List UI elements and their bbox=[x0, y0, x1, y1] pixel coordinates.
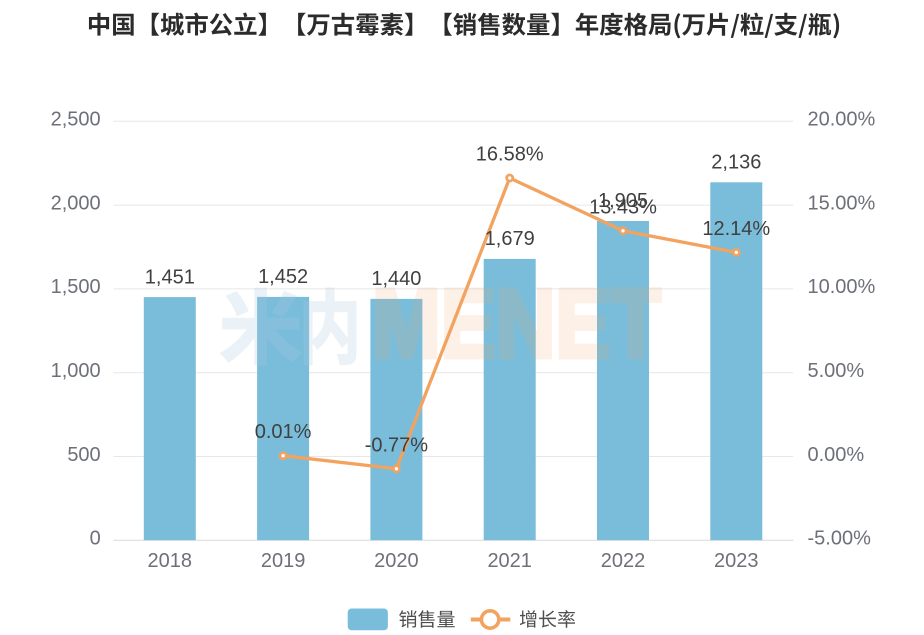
svg-text:16.58%: 16.58% bbox=[476, 144, 544, 166]
svg-text:15.00%: 15.00% bbox=[808, 192, 876, 214]
svg-text:1,500: 1,500 bbox=[51, 276, 101, 298]
svg-text:MENET: MENET bbox=[372, 270, 661, 379]
svg-text:0: 0 bbox=[90, 528, 101, 550]
svg-text:2023: 2023 bbox=[714, 550, 759, 572]
svg-text:1,905: 1,905 bbox=[598, 190, 648, 212]
svg-text:1,440: 1,440 bbox=[371, 268, 421, 290]
svg-text:2,500: 2,500 bbox=[51, 109, 101, 131]
svg-text:2,000: 2,000 bbox=[51, 192, 101, 214]
svg-text:-0.77%: -0.77% bbox=[365, 434, 429, 456]
svg-text:500: 500 bbox=[67, 444, 100, 466]
svg-text:0.00%: 0.00% bbox=[808, 444, 865, 466]
svg-text:2018: 2018 bbox=[148, 550, 193, 572]
svg-text:2022: 2022 bbox=[601, 550, 646, 572]
svg-text:-5.00%: -5.00% bbox=[808, 528, 872, 550]
svg-text:2021: 2021 bbox=[487, 550, 532, 572]
svg-text:2,136: 2,136 bbox=[711, 152, 761, 174]
svg-text:1,000: 1,000 bbox=[51, 360, 101, 382]
svg-text:1,679: 1,679 bbox=[485, 228, 535, 250]
svg-text:10.00%: 10.00% bbox=[808, 276, 876, 298]
svg-text:2020: 2020 bbox=[374, 550, 419, 572]
svg-text:5.00%: 5.00% bbox=[808, 360, 865, 382]
svg-text:12.14%: 12.14% bbox=[702, 218, 770, 240]
svg-text:0.01%: 0.01% bbox=[255, 421, 312, 443]
svg-text:1,451: 1,451 bbox=[145, 266, 195, 288]
svg-text:20.00%: 20.00% bbox=[808, 109, 876, 131]
svg-text:1,452: 1,452 bbox=[258, 266, 308, 288]
svg-text:2019: 2019 bbox=[261, 550, 306, 572]
svg-text:13.43%: 13.43% bbox=[589, 196, 657, 218]
